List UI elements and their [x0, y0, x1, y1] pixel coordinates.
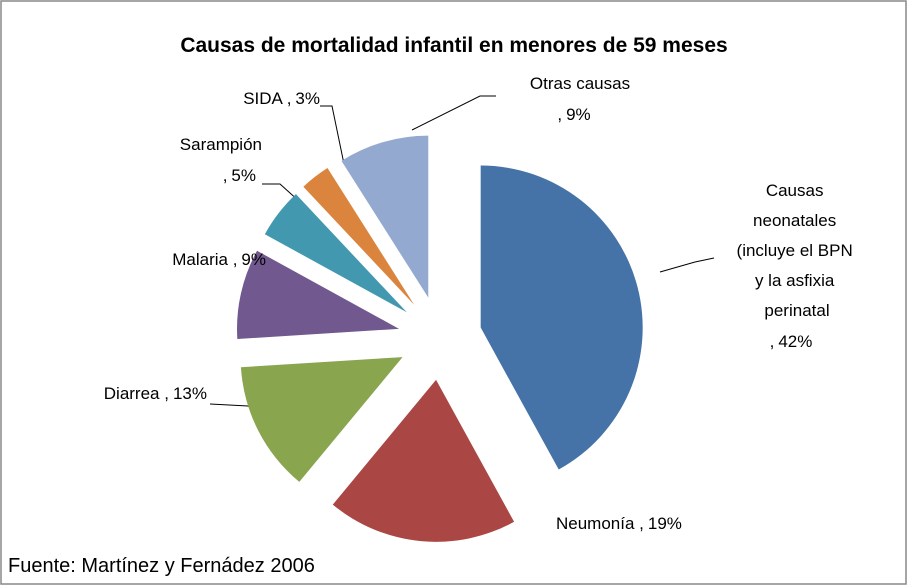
pie-slice [332, 379, 515, 542]
category-label: Malaria [172, 250, 228, 269]
category-label: Sarampión [180, 135, 262, 154]
slice-label: Diarrea , 13% [104, 384, 207, 403]
label-separator: , [557, 105, 562, 124]
value-label: 9% [241, 250, 266, 269]
leader-line [320, 105, 345, 165]
category-label: Otras causas [530, 74, 630, 93]
pie-slice [341, 135, 429, 298]
slice-label: SIDA , 3% [243, 89, 320, 108]
label-separator: , [228, 250, 237, 269]
slice-label: Malaria , 9% [172, 250, 266, 269]
label-separator: , [634, 514, 643, 533]
label-separator: , [160, 384, 169, 403]
value-label: 9% [566, 105, 591, 124]
slice-label: Sarampión, 5% [180, 135, 262, 185]
value-label: 13% [173, 384, 207, 403]
label-separator: , [770, 332, 775, 351]
pie-slice [303, 168, 415, 305]
leader-line [659, 257, 715, 273]
category-label: Neumonía [556, 514, 635, 533]
category-label: Causas neonatales (incluye el BPN y la a… [737, 181, 858, 320]
category-label: Diarrea [104, 384, 160, 403]
value-label: 19% [648, 514, 682, 533]
slice-label: Otras causas, 9% [530, 74, 630, 124]
chart-title: Causas de mortalidad infantil en menores… [180, 34, 727, 57]
value-label: 42% [778, 332, 812, 351]
pie-slice [240, 357, 403, 482]
pie-slice [237, 250, 400, 340]
source-note: Fuente: Martínez y Fernádez 2006 [8, 555, 315, 577]
label-separator: , [282, 89, 291, 108]
value-label: 5% [231, 166, 256, 185]
slice-label: Causas neonatales (incluye el BPN y la a… [737, 181, 858, 351]
value-label: 3% [295, 89, 320, 108]
pie-slice [480, 165, 643, 470]
pie-slice [264, 194, 407, 313]
leader-line [411, 95, 496, 131]
slice-label: Neumonía , 19% [556, 514, 682, 533]
category-label: SIDA [243, 89, 283, 108]
leader-line [262, 183, 301, 203]
label-separator: , [223, 166, 228, 185]
